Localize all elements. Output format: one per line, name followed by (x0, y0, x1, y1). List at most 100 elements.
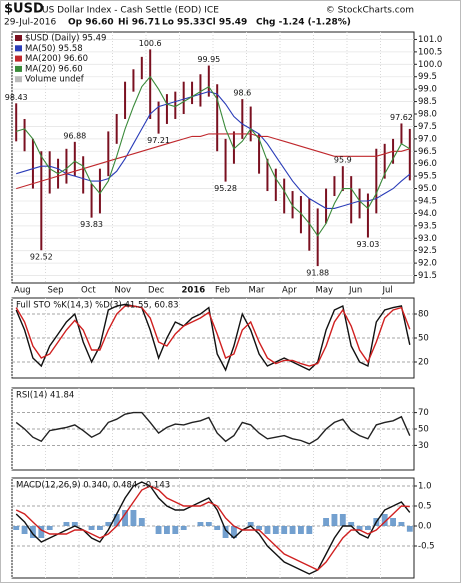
legend-label: $USD (Daily) 95.49 (25, 34, 106, 44)
legend-swatch (15, 45, 22, 52)
histogram-bar (323, 518, 329, 526)
annotation: 100.6 (139, 39, 162, 48)
histogram-bar (247, 522, 254, 526)
y-tick-label: 0.0 (418, 522, 432, 532)
histogram-bar (138, 518, 145, 526)
histogram-bar (256, 526, 262, 530)
histogram-bar (339, 514, 346, 526)
chart-title: US Dollar Index - Cash Settle (EOD) ICE (42, 6, 219, 16)
y-tick-label: 30 (418, 441, 429, 451)
legend-swatch (15, 65, 22, 72)
annotation: 93.83 (80, 220, 103, 229)
symbol: $USD (4, 2, 44, 17)
x-tick-label: Aug (14, 286, 31, 296)
annotation: 91.88 (306, 269, 329, 278)
y-tick-label: 50 (418, 334, 429, 344)
source: © StockCharts.com (326, 6, 414, 16)
histogram-bar (71, 522, 78, 526)
quote-item: Hi 96.71 (118, 18, 160, 28)
histogram-bar (398, 522, 405, 526)
x-tick-label: Feb (215, 286, 230, 296)
annotation: 93.03 (356, 240, 379, 249)
histogram-bar (231, 526, 237, 538)
y-tick-label: 96.5 (418, 147, 437, 157)
y-tick-label: 94.0 (418, 209, 437, 219)
histogram-bar (13, 526, 20, 530)
histogram-bar (38, 526, 45, 538)
y-tick-label: 80 (418, 310, 429, 320)
series-line (16, 133, 410, 190)
legend-swatch (15, 76, 22, 83)
y-tick-label: -0.5 (418, 542, 435, 552)
histogram-bar (130, 510, 137, 526)
y-tick-label: 100.0 (418, 60, 442, 70)
annotation: 95.9 (334, 156, 352, 165)
quote-item: Chg -1.24 (-1.28%) (256, 18, 351, 28)
histogram-bar (281, 526, 288, 534)
histogram-bar (390, 518, 396, 526)
y-tick-label: 98.0 (418, 110, 437, 120)
y-tick-label: 101.0 (418, 35, 442, 45)
x-tick-label: Jul (382, 286, 393, 296)
histogram-bar (306, 526, 313, 534)
y-tick-label: 96.0 (418, 159, 437, 169)
y-tick-label: 91.5 (418, 271, 437, 281)
series-line (15, 305, 411, 367)
histogram-bar (348, 522, 355, 526)
legend-swatch (15, 35, 22, 41)
legend-label: MA(200) 96.60 (25, 54, 88, 64)
legend-label: MA(20) 96.60 (25, 64, 83, 74)
y-tick-label: 94.5 (418, 196, 437, 206)
histogram-bar (164, 526, 170, 534)
annotation: 92.52 (30, 253, 53, 262)
annotation: 98.43 (5, 93, 28, 102)
x-tick-label: May (316, 286, 334, 296)
histogram-bar (97, 526, 103, 530)
x-tick-label: Dec (148, 286, 165, 296)
x-tick-label: Jun (348, 286, 362, 296)
legend-swatch (15, 55, 22, 62)
histogram-bar (63, 522, 70, 526)
histogram-bar (197, 522, 204, 526)
date: 29-Jul-2016 (4, 18, 56, 28)
histogram-bar (406, 526, 413, 532)
histogram-bar (155, 526, 162, 534)
annotation: 97.21 (147, 136, 170, 145)
panel-title: MACD(12,26,9) 0.340, 0.484, -0.143 (16, 481, 170, 491)
y-tick-label: 95.0 (418, 184, 437, 194)
y-tick-label: 92.5 (418, 246, 437, 256)
legend-label: MA(50) 95.58 (25, 44, 83, 54)
legend-label: Volume undef (25, 75, 85, 85)
histogram-bar (222, 526, 229, 538)
y-tick-label: 93.5 (418, 221, 437, 231)
histogram-bar (21, 526, 28, 534)
annotation: 97.62 (390, 113, 413, 122)
histogram-bar (298, 526, 304, 534)
annotation: 99.95 (197, 55, 220, 64)
histogram-bar (88, 526, 95, 530)
histogram-bar (356, 526, 363, 530)
y-tick-label: 99.0 (418, 85, 437, 95)
series-line (16, 75, 411, 237)
y-tick-label: 99.5 (418, 72, 437, 82)
y-tick-label: 97.0 (418, 134, 437, 144)
y-tick-label: 93.0 (418, 234, 437, 244)
y-tick-label: 70 (418, 408, 429, 418)
x-tick-label: Mar (249, 286, 266, 296)
histogram-bar (264, 526, 271, 534)
histogram-bar (122, 510, 128, 526)
annotation: 95.28 (214, 184, 237, 193)
histogram-bar (113, 514, 120, 526)
y-tick-label: 0.5 (418, 502, 432, 512)
histogram-bar (46, 526, 53, 530)
series-line (15, 485, 410, 571)
y-tick-label: 95.5 (418, 172, 437, 182)
y-tick-label: 98.5 (418, 97, 437, 107)
x-tick-label: 2016 (182, 286, 206, 296)
y-tick-label: 1.0 (418, 482, 432, 492)
annotation: 96.88 (63, 131, 86, 140)
histogram-bar (365, 526, 371, 530)
x-tick-label: Sep (48, 286, 64, 296)
histogram-bar (272, 526, 279, 534)
